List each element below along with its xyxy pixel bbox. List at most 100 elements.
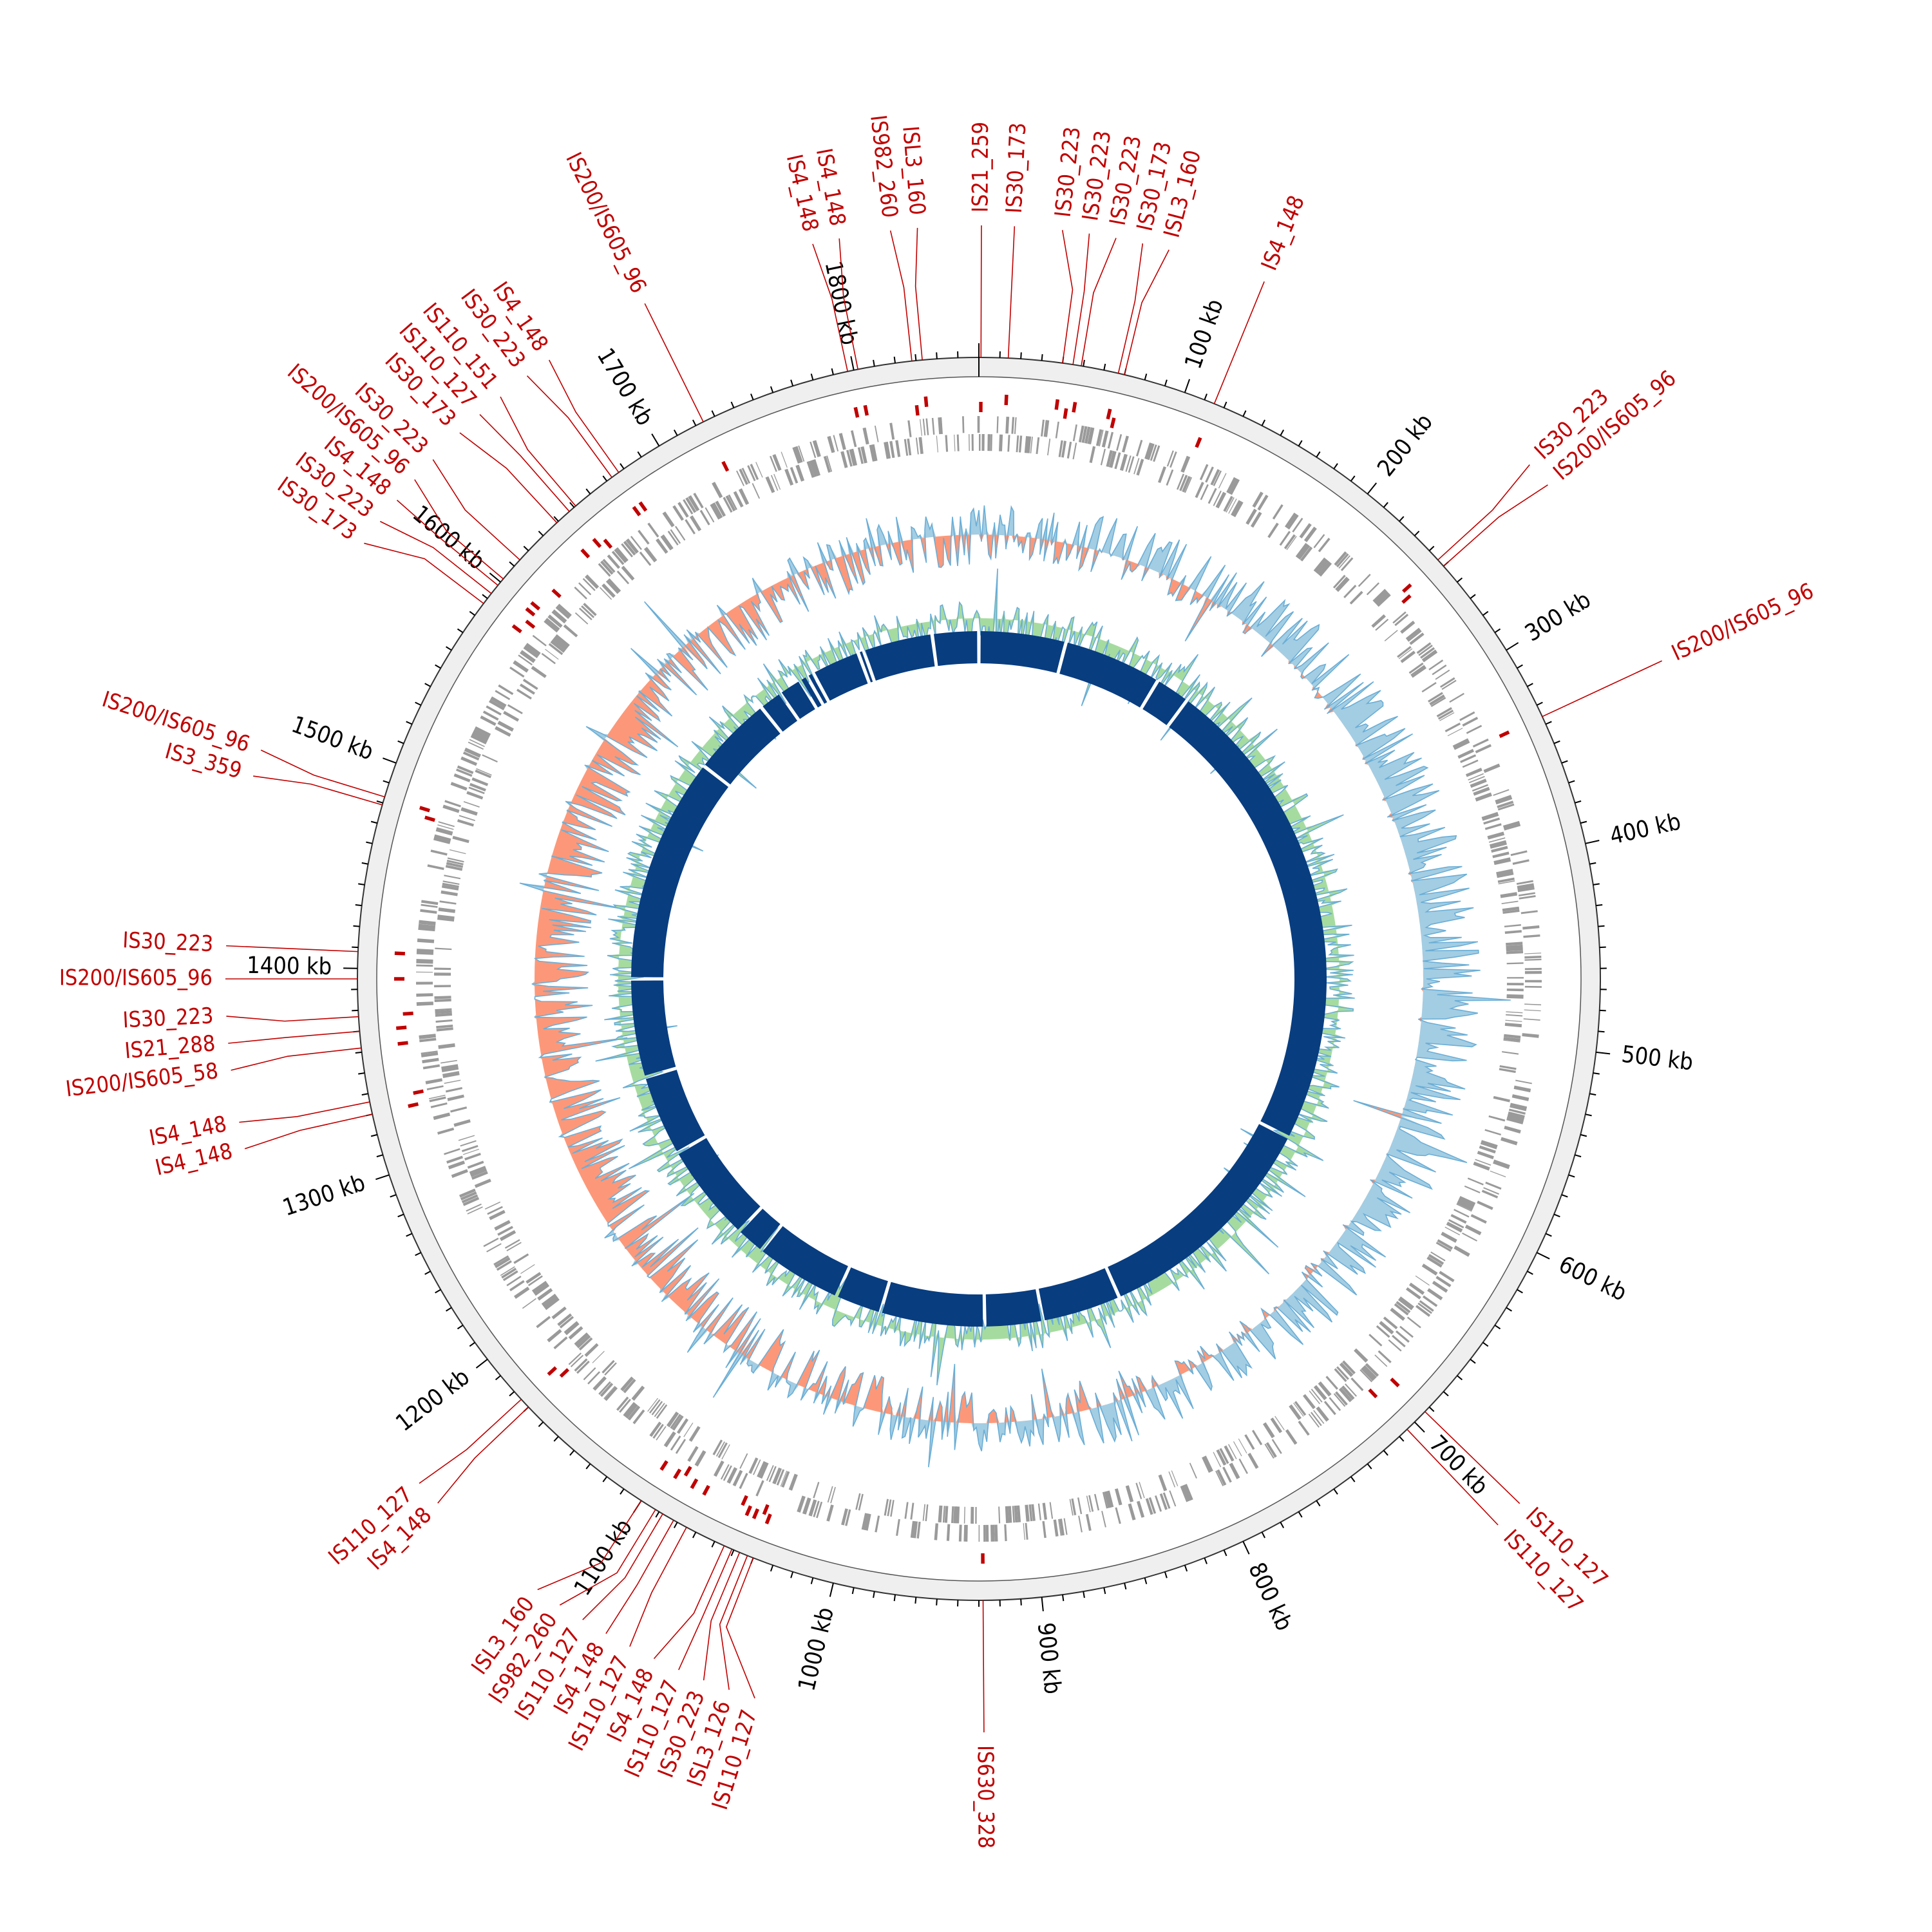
gene-feature (1506, 947, 1523, 952)
is-element-mark (603, 538, 613, 549)
gene-feature (442, 1071, 459, 1075)
ruler-tick (655, 1511, 660, 1518)
gene-feature (1345, 1383, 1358, 1397)
gene-feature (419, 1037, 437, 1043)
is-leader-line (1007, 226, 1016, 359)
gene-feature (812, 459, 820, 477)
is-element-mark (683, 1466, 692, 1477)
ruler-tick (1280, 1522, 1285, 1528)
ruler-tick (523, 545, 529, 551)
gene-feature (925, 418, 929, 435)
gene-feature (420, 909, 437, 914)
gene-feature (849, 449, 857, 466)
is-leader-line (812, 243, 848, 372)
ruler-tick (750, 393, 754, 401)
ruler-tick (1568, 780, 1575, 784)
gene-feature (971, 1506, 974, 1524)
contig-block (781, 681, 815, 719)
gene-feature (1397, 646, 1412, 658)
is-element-mark (511, 624, 522, 634)
ruler-tick (1599, 1009, 1606, 1012)
contig-block (678, 1138, 761, 1230)
gene-feature (840, 451, 848, 468)
gene-feature (1116, 434, 1122, 451)
gene-feature (1203, 1455, 1213, 1473)
is-element-mark (1401, 594, 1412, 604)
contig-block (762, 694, 798, 732)
gene-feature (1325, 1376, 1338, 1390)
gene-feature (584, 1343, 599, 1357)
gene-feature (951, 1506, 954, 1524)
ruler-tick (1494, 1324, 1501, 1330)
gene-feature (1338, 555, 1350, 569)
contig-block (1108, 1124, 1288, 1296)
gene-feature (460, 807, 478, 816)
gene-feature (1504, 930, 1522, 934)
ruler-tick (1457, 1375, 1463, 1381)
gene-feature (996, 416, 999, 433)
gene-feature (1439, 677, 1455, 688)
gene-feature (542, 1295, 558, 1308)
is-leader-line (379, 520, 492, 594)
gene-feature (1262, 1422, 1275, 1439)
gene-feature (469, 782, 486, 791)
gene-feature (416, 971, 433, 973)
gene-feature (1335, 576, 1349, 591)
gene-feature (616, 570, 630, 585)
gene-feature (962, 416, 965, 433)
gene-feature (1007, 435, 1010, 452)
gene-feature (1406, 1316, 1421, 1329)
gene-feature (445, 1087, 463, 1093)
gene-feature (1376, 1325, 1390, 1338)
gene-feature (1520, 910, 1538, 914)
gene-feature (1089, 446, 1096, 464)
ruler-tick (1553, 1213, 1560, 1218)
is-element-mark (413, 1089, 424, 1095)
ruler-tick (370, 1133, 378, 1137)
gene-feature (958, 1524, 962, 1542)
gene-feature (1361, 1367, 1375, 1381)
gene-feature (444, 1079, 461, 1084)
gene-feature (576, 1334, 591, 1349)
gene-feature (1396, 1301, 1411, 1314)
ruler-tick (376, 800, 383, 804)
gene-feature (851, 448, 858, 466)
gene-feature (1484, 1129, 1502, 1136)
gene-feature (1516, 880, 1533, 886)
gene-feature (797, 1495, 806, 1513)
gene-feature (1055, 421, 1059, 439)
gene-feature (772, 1467, 782, 1484)
gene-feature (672, 1415, 684, 1431)
gene-feature (1408, 662, 1424, 674)
gene-feature (934, 1523, 939, 1540)
gene-feature (1189, 1463, 1197, 1479)
contig-block (980, 631, 1065, 674)
gene-feature (841, 1508, 848, 1526)
gene-feature (1444, 722, 1461, 733)
gene-feature (748, 1457, 759, 1474)
gene-feature (1437, 1239, 1454, 1250)
gene-feature (638, 529, 650, 545)
gene-feature (1397, 1298, 1413, 1311)
ruler-tick (1414, 1421, 1425, 1433)
gene-feature (1016, 435, 1019, 453)
gene-feature (436, 1027, 453, 1032)
is-element-mark (659, 1460, 668, 1471)
gene-feature (1400, 620, 1416, 634)
ruler-tick (936, 352, 938, 359)
gene-feature (1462, 716, 1479, 727)
gene-feature (1294, 1401, 1307, 1416)
gene-feature (563, 624, 578, 638)
gene-feature (1229, 1463, 1240, 1479)
gene-feature (468, 741, 484, 750)
ruler-tick (1575, 1154, 1582, 1158)
gene-feature (625, 1403, 638, 1419)
gene-feature (621, 543, 634, 558)
gene-feature (1448, 1219, 1464, 1229)
gene-feature (1508, 1111, 1525, 1119)
gene-feature (551, 1306, 567, 1320)
gene-feature (1449, 692, 1464, 703)
gene-feature (550, 639, 565, 653)
gene-feature (621, 565, 635, 581)
gene-feature (1417, 1302, 1432, 1314)
